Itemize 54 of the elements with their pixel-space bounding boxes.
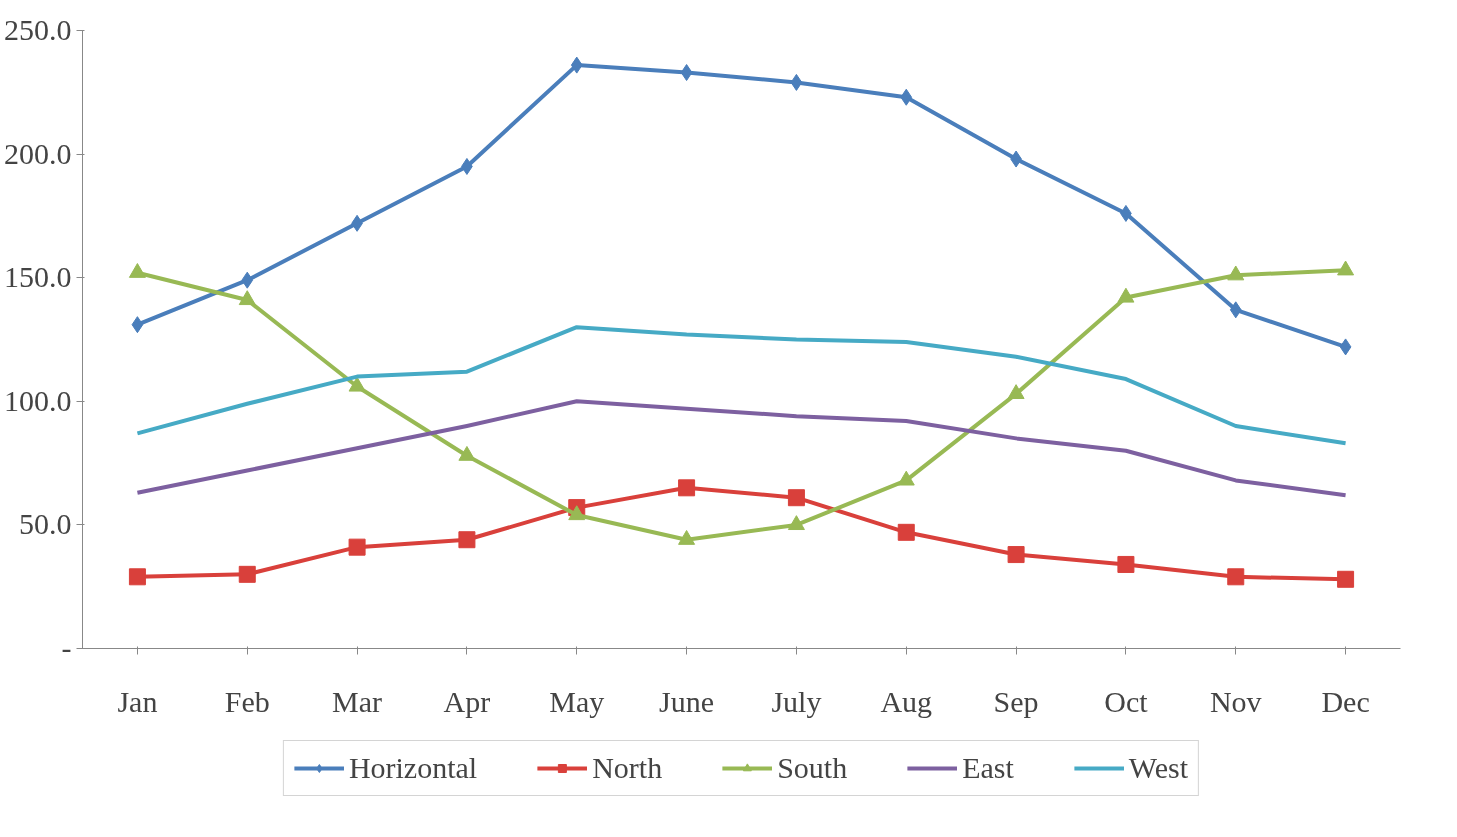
point [348,376,366,392]
point [238,565,256,583]
x-tick-label: May [549,684,605,718]
point [678,479,696,497]
y-tick-label: 200.0 [4,136,72,170]
point [131,316,144,334]
y-tick-label: 100.0 [4,383,72,417]
x-tick-label: June [659,684,715,718]
x-tick-label: Oct [1104,684,1149,718]
x-tick-label: Mar [332,684,383,718]
y-tick-label: 50.0 [19,507,72,541]
y-tick-label: 150.0 [4,260,72,294]
point [1007,384,1025,399]
x-tick-label: Sep [993,684,1039,718]
point [241,271,254,289]
point [1339,338,1352,356]
point [128,568,146,586]
x-tick-label: Aug [880,684,933,718]
legend-label: North [592,750,663,785]
y-tick-label: - [61,631,72,664]
point [568,505,586,521]
point [1227,568,1245,586]
x-tick-label: Dec [1321,684,1370,718]
x-tick-label: Feb [224,684,270,718]
point [1337,260,1355,276]
legend-label: Horizontal [348,750,478,785]
point [897,470,915,486]
point [900,88,913,106]
point [787,489,805,507]
line-series [135,325,1348,446]
x-tick-label: Jan [117,684,158,718]
line-series [135,399,1348,498]
point [238,290,256,306]
point [680,64,693,82]
point [787,515,805,531]
x-tick-label: July [771,684,822,718]
point [1337,570,1355,588]
point [1117,555,1135,573]
point [128,263,146,278]
point [1229,301,1242,319]
point [1117,287,1135,303]
point [1007,546,1025,564]
legend-label: West [1128,750,1189,785]
point [897,523,915,541]
x-tick-label: Apr [443,684,491,718]
x-tick-label: Nov [1209,684,1262,718]
point [348,538,366,556]
point [790,73,803,91]
point [1227,265,1245,281]
point [570,56,583,74]
legend-label: East [962,750,1014,785]
y-tick-label: 250.0 [4,13,72,46]
point [458,531,476,549]
legend-label: South [777,750,848,785]
